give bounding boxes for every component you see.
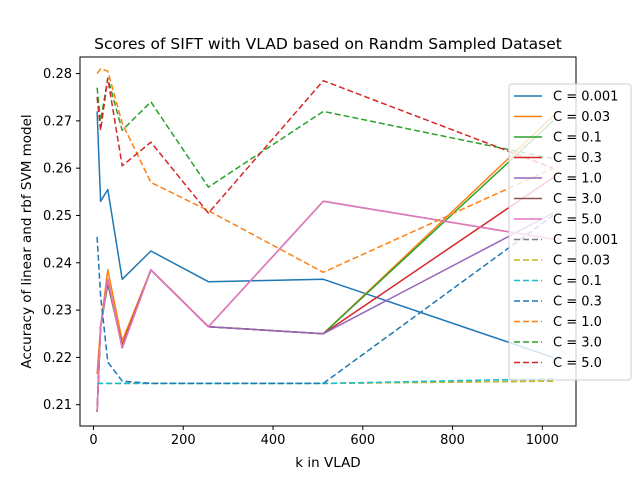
y-axis-label: Accuracy of linear and rbf SVM model — [19, 114, 35, 368]
x-tick-label: 600 — [350, 433, 375, 448]
y-tick-label: 0.28 — [43, 67, 72, 82]
legend: C = 0.001 C = 0.03 C = 0.1 C = 0.3 C = 1.0 C … — [508, 83, 632, 381]
legend-label: C = 0.001 — [553, 90, 618, 105]
x-axis: 0 200 400 600 800 1000 — [89, 426, 559, 448]
y-tick-label: 0.25 — [43, 209, 72, 224]
plot-lines — [96, 68, 554, 412]
x-tick-label: 0 — [89, 433, 97, 448]
series-line-2 — [96, 115, 554, 375]
series-line-13 — [96, 77, 554, 188]
legend-label: C = 0.03 — [553, 110, 610, 125]
x-axis-label: k in VLAD — [295, 455, 360, 471]
series-line-14 — [96, 77, 554, 214]
y-tick-label: 0.24 — [43, 256, 72, 271]
series-line-11 — [96, 214, 554, 385]
legend-label: C = 0.3 — [553, 295, 602, 310]
y-tick-label: 0.22 — [43, 351, 72, 366]
y-axis: 0.21 0.22 0.23 0.24 0.25 0.26 0.27 0.28 — [43, 67, 80, 413]
y-tick-label: 0.21 — [43, 398, 72, 413]
y-tick-label: 0.26 — [43, 162, 72, 177]
x-tick-label: 200 — [171, 433, 196, 448]
legend-label: C = 0.03 — [553, 254, 610, 269]
legend-label: C = 0.1 — [553, 131, 602, 146]
y-tick-label: 0.27 — [43, 114, 72, 129]
legend-label: C = 3.0 — [553, 192, 602, 207]
series-line-10 — [97, 377, 554, 385]
legend-label: C = 1.0 — [553, 172, 602, 187]
legend-label: C = 5.0 — [553, 356, 602, 371]
legend-label: C = 0.3 — [553, 151, 602, 166]
series-line-12 — [96, 68, 554, 274]
x-tick-label: 1000 — [526, 433, 559, 448]
series-line-4 — [96, 176, 554, 412]
series-line-7 — [96, 200, 554, 412]
legend-label: C = 5.0 — [553, 213, 602, 228]
legend-label: C = 0.1 — [553, 274, 602, 289]
legend-label: C = 3.0 — [553, 336, 602, 351]
legend-label: C = 1.0 — [553, 315, 602, 330]
chart-title: Scores of SIFT with VLAD based on Randm … — [94, 35, 562, 53]
legend-label: C = 0.001 — [553, 233, 618, 248]
x-tick-label: 400 — [261, 433, 286, 448]
y-tick-label: 0.23 — [43, 304, 72, 319]
x-tick-label: 800 — [440, 433, 465, 448]
series-line-1 — [96, 111, 554, 359]
